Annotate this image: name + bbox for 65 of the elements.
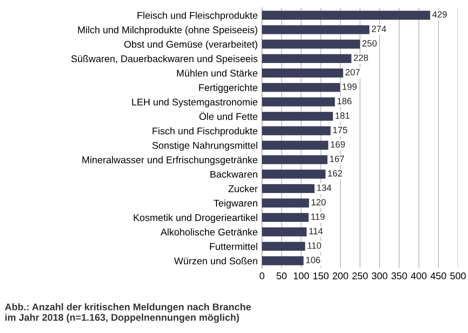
y-tick-label: Kosmetik und Drogerieartikel bbox=[134, 214, 258, 223]
x-tick-label: 150 bbox=[313, 272, 329, 280]
bar bbox=[262, 97, 335, 106]
y-tick-label: Mühlen und Stärke bbox=[177, 69, 258, 77]
data-label: 169 bbox=[330, 141, 345, 148]
y-tick-label: Fleisch und Fleischprodukte bbox=[138, 12, 258, 21]
bar bbox=[262, 155, 328, 164]
bar bbox=[262, 184, 315, 194]
bar bbox=[262, 256, 304, 266]
y-tick-label: Süßwaren, Dauerbackwaren und Speiseeis bbox=[71, 55, 258, 64]
y-tick-label: LEH und Systemgastronomie bbox=[132, 98, 258, 108]
data-label: 106 bbox=[306, 256, 320, 264]
y-tick-label: Fisch und Fischprodukte bbox=[152, 127, 258, 136]
y-tick-label: Futtermittel bbox=[210, 242, 258, 250]
x-tick-label: 0 bbox=[260, 272, 264, 280]
x-tick-label: 450 bbox=[430, 272, 446, 280]
x-tick-label: 100 bbox=[294, 272, 309, 280]
y-tick-label: Öle und Fette bbox=[199, 112, 258, 120]
data-label: 207 bbox=[346, 69, 360, 76]
data-label: 274 bbox=[372, 26, 386, 32]
bar bbox=[262, 112, 333, 121]
y-tick-label: Sonstige Nahrungsmittel bbox=[152, 142, 258, 151]
bar bbox=[262, 68, 344, 78]
bar bbox=[262, 170, 326, 179]
data-label: 134 bbox=[317, 184, 332, 191]
bar bbox=[262, 140, 328, 150]
bar bbox=[262, 198, 310, 208]
x-tick-label: 500 bbox=[450, 272, 466, 280]
y-tick-label: Backwaren bbox=[210, 170, 258, 178]
data-label: 175 bbox=[333, 126, 348, 134]
x-tick-label: 50 bbox=[276, 272, 287, 280]
bar bbox=[262, 82, 340, 92]
bar bbox=[262, 212, 309, 222]
bar bbox=[262, 10, 430, 20]
data-label: 110 bbox=[308, 242, 322, 249]
y-tick-label: Zucker bbox=[228, 185, 258, 192]
x-tick-label: 400 bbox=[410, 272, 427, 280]
data-label: 429 bbox=[432, 11, 447, 18]
y-tick-label: Fertiggerichte bbox=[199, 84, 258, 93]
x-tick-label: 350 bbox=[391, 272, 407, 280]
data-label: 114 bbox=[309, 228, 323, 234]
data-label: 120 bbox=[312, 199, 326, 206]
y-tick-label: Mineralwasser und Erfrischungsgetränke bbox=[82, 156, 258, 166]
data-label: 250 bbox=[362, 40, 377, 47]
data-label: 119 bbox=[311, 213, 325, 220]
bar bbox=[262, 242, 306, 251]
x-tick-label: 250 bbox=[352, 272, 368, 280]
y-tick-label: Obst und Gemüse (verarbeitet) bbox=[124, 40, 258, 50]
data-label: 199 bbox=[342, 83, 357, 90]
bar bbox=[262, 126, 331, 136]
data-label: 167 bbox=[330, 156, 344, 162]
y-tick-label: Würzen und Soßen bbox=[174, 257, 258, 264]
data-label: 186 bbox=[338, 98, 352, 104]
bar bbox=[262, 25, 370, 34]
bar bbox=[262, 227, 307, 236]
text: Abb.: Anzahl der kritischen Meldungen nach Branche im Jahr 2018 (n=1.163, Doppelnennungen möglich) bbox=[4, 303, 251, 323]
x-tick-label: 200 bbox=[332, 272, 348, 280]
y-tick-label: Milch und Milchprodukte (ohne Speiseeis) bbox=[78, 26, 258, 36]
y-tick-label: Alkoholische Getränke bbox=[160, 228, 258, 236]
data-label: 181 bbox=[336, 112, 350, 119]
x-tick-label: 300 bbox=[372, 272, 388, 280]
y-tick-label: Teigwaren bbox=[214, 199, 258, 209]
data-label: 228 bbox=[354, 54, 368, 61]
bar bbox=[262, 54, 352, 64]
data-label: 162 bbox=[328, 170, 342, 177]
